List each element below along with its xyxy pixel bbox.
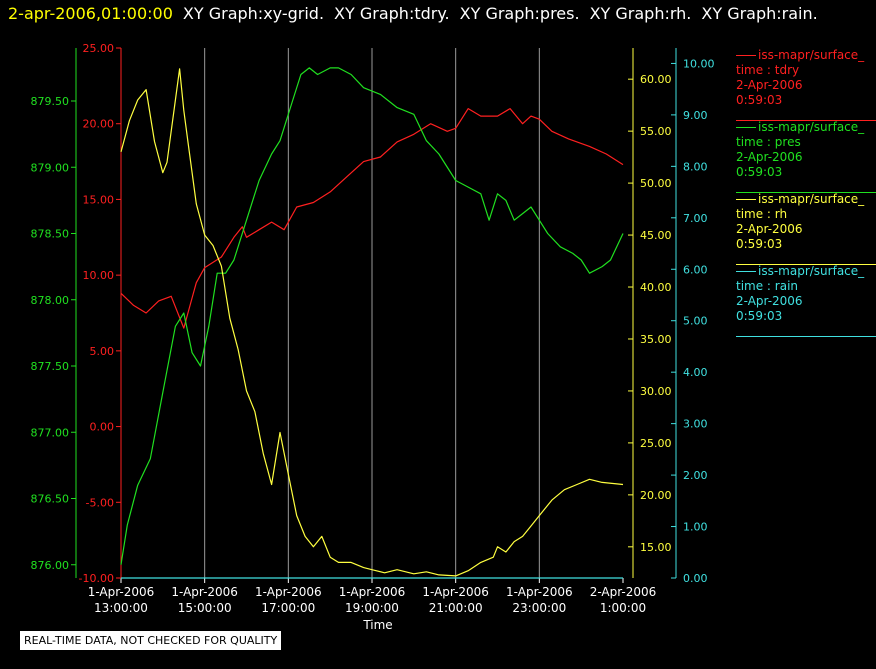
y-tick-label-rh: 50.00 <box>640 177 672 190</box>
x-tick-label-time: 1:00:00 <box>600 601 646 615</box>
y-tick-label-rain: 0.00 <box>683 572 708 585</box>
legend-label: time : pres <box>736 135 801 149</box>
y-tick-label-tdry: 10.00 <box>83 269 115 282</box>
y-tick-label-pres: 876.50 <box>31 493 70 506</box>
legend-time: 0:59:03 <box>736 237 783 251</box>
legend-entry-rh[interactable]: iss-mapr/surface_ time : rh 2-Apr-2006 0… <box>736 192 876 265</box>
y-tick-label-rh: 25.00 <box>640 437 672 450</box>
y-tick-label-tdry: -10.00 <box>79 572 114 585</box>
x-axis-label: Time <box>362 618 392 632</box>
y-tick-label-tdry: -5.00 <box>86 496 114 509</box>
series-line-tdry <box>120 107 624 329</box>
legend-dash <box>736 127 756 128</box>
x-tick-label-time: 17:00:00 <box>261 601 315 615</box>
x-tick-label-date: 1-Apr-2006 <box>255 585 322 599</box>
y-tick-label-rain: 10.00 <box>683 57 715 70</box>
series-line-rh <box>120 68 624 577</box>
timestamp: 2-apr-2006,01:00:00 <box>8 4 173 23</box>
legend-dash <box>736 271 756 272</box>
y-tick-label-pres: 878.50 <box>31 228 70 241</box>
quality-disclaimer: REAL-TIME DATA, NOT CHECKED FOR QUALITY <box>20 631 282 650</box>
y-tick-label-rain: 6.00 <box>683 263 708 276</box>
x-tick-label-date: 1-Apr-2006 <box>422 585 489 599</box>
legend-dash <box>736 199 756 200</box>
graph-title-xy-grid[interactable]: XY Graph:xy-grid. <box>182 4 325 23</box>
y-tick-label-rh: 15.00 <box>640 541 672 554</box>
legend-divider <box>736 192 876 193</box>
graph-title-tdry[interactable]: XY Graph:tdry. <box>334 4 450 23</box>
y-tick-label-tdry: 25.00 <box>83 42 115 55</box>
y-tick-label-rain: 2.00 <box>683 469 708 482</box>
graph-title-pres[interactable]: XY Graph:pres. <box>459 4 580 23</box>
y-tick-label-rh: 55.00 <box>640 125 672 138</box>
y-tick-label-pres: 878.00 <box>31 294 70 307</box>
y-tick-label-rh: 45.00 <box>640 229 672 242</box>
y-tick-label-tdry: 0.00 <box>90 421 115 434</box>
y-tick-label-rain: 5.00 <box>683 315 708 328</box>
y-tick-label-rh: 20.00 <box>640 489 672 502</box>
legend-date: 2-Apr-2006 <box>736 150 803 164</box>
legend-entry-tdry[interactable]: iss-mapr/surface_ time : tdry 2-Apr-2006… <box>736 48 876 121</box>
legend-divider <box>736 336 876 337</box>
y-tick-label-rh: 60.00 <box>640 73 672 86</box>
legend-label: time : rain <box>736 279 799 293</box>
y-tick-label-pres: 877.50 <box>31 360 70 373</box>
x-tick-label-date: 1-Apr-2006 <box>88 585 155 599</box>
y-tick-label-tdry: 5.00 <box>90 345 115 358</box>
legend-time: 0:59:03 <box>736 165 783 179</box>
x-tick-label-date: 1-Apr-2006 <box>171 585 238 599</box>
legend-entry-pres[interactable]: iss-mapr/surface_ time : pres 2-Apr-2006… <box>736 120 876 193</box>
y-tick-label-rh: 35.00 <box>640 333 672 346</box>
legend-name: iss-mapr/surface_ <box>758 264 865 278</box>
x-tick-label-date: 2-Apr-2006 <box>590 585 657 599</box>
legend-time: 0:59:03 <box>736 93 783 107</box>
legend-divider <box>736 120 876 121</box>
series-line-pres <box>120 67 624 565</box>
y-tick-label-rh: 30.00 <box>640 385 672 398</box>
y-tick-label-pres: 877.00 <box>31 426 70 439</box>
legend-date: 2-Apr-2006 <box>736 222 803 236</box>
legend-dash <box>736 55 756 56</box>
x-tick-label-time: 13:00:00 <box>94 601 148 615</box>
x-tick-label-date: 1-Apr-2006 <box>506 585 573 599</box>
x-tick-label-time: 15:00:00 <box>178 601 232 615</box>
y-tick-label-pres: 879.50 <box>31 95 70 108</box>
legend-entry-rain[interactable]: iss-mapr/surface_ time : rain 2-Apr-2006… <box>736 264 876 337</box>
legend: iss-mapr/surface_ time : tdry 2-Apr-2006… <box>736 48 876 337</box>
graph-title-rh[interactable]: XY Graph:rh. <box>589 4 692 23</box>
legend-date: 2-Apr-2006 <box>736 294 803 308</box>
y-tick-label-rain: 4.00 <box>683 366 708 379</box>
title-bar: 2-apr-2006,01:00:00 XY Graph:xy-grid. XY G… <box>0 0 876 28</box>
x-tick-label-time: 23:00:00 <box>512 601 566 615</box>
y-tick-label-rain: 9.00 <box>683 109 708 122</box>
y-tick-label-rain: 1.00 <box>683 521 708 534</box>
y-tick-label-rain: 7.00 <box>683 212 708 225</box>
legend-name: iss-mapr/surface_ <box>758 192 865 206</box>
legend-label: time : tdry <box>736 63 800 77</box>
legend-time: 0:59:03 <box>736 309 783 323</box>
legend-divider <box>736 264 876 265</box>
x-tick-label-time: 19:00:00 <box>345 601 399 615</box>
legend-name: iss-mapr/surface_ <box>758 120 865 134</box>
graph-title-rain[interactable]: XY Graph:rain. <box>701 4 818 23</box>
y-tick-label-rain: 3.00 <box>683 418 708 431</box>
y-tick-label-rh: 40.00 <box>640 281 672 294</box>
y-tick-label-tdry: 15.00 <box>83 193 115 206</box>
legend-name: iss-mapr/surface_ <box>758 48 865 62</box>
y-tick-label-tdry: 20.00 <box>83 118 115 131</box>
legend-date: 2-Apr-2006 <box>736 78 803 92</box>
y-tick-label-rain: 8.00 <box>683 160 708 173</box>
y-tick-label-pres: 876.00 <box>31 559 70 572</box>
x-tick-label-date: 1-Apr-2006 <box>339 585 406 599</box>
x-tick-label-time: 21:00:00 <box>429 601 483 615</box>
legend-label: time : rh <box>736 207 788 221</box>
y-tick-label-pres: 879.00 <box>31 161 70 174</box>
